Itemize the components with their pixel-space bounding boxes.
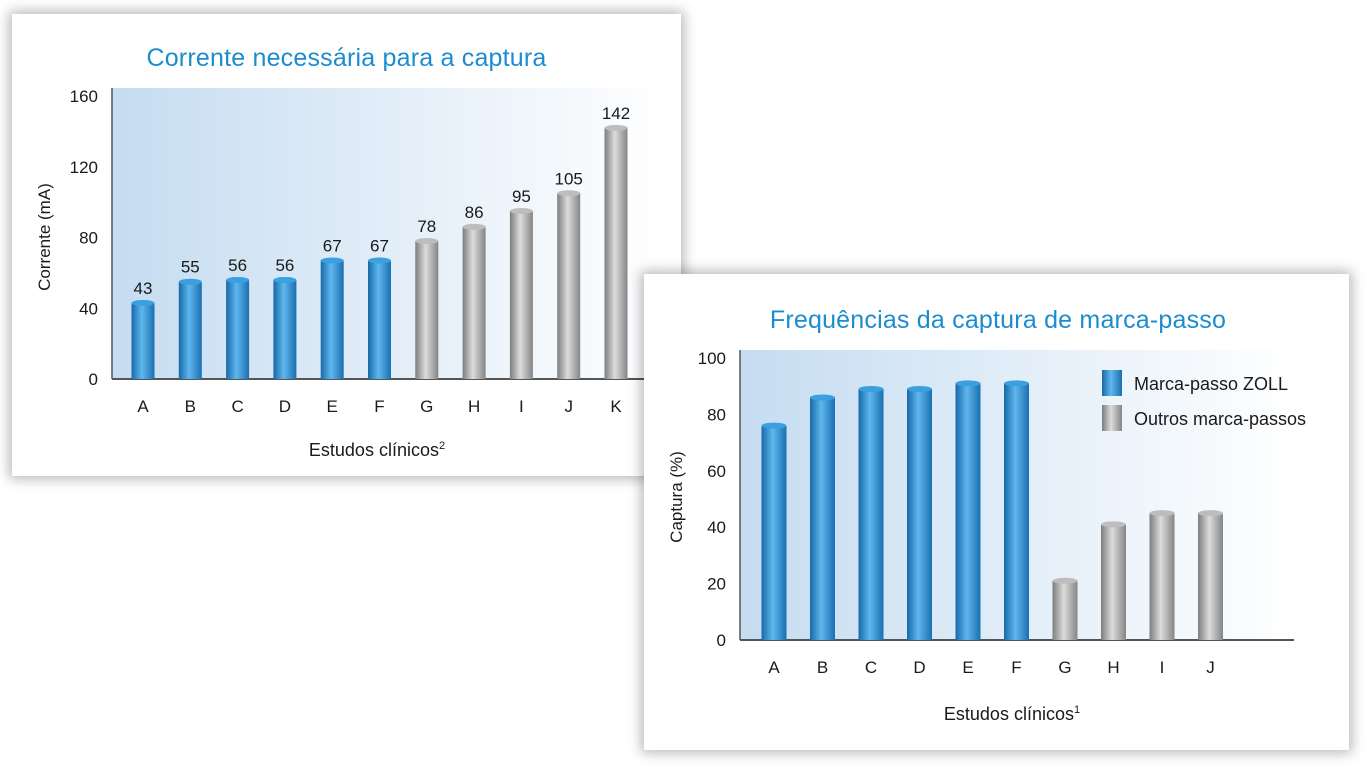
y-tick-label: 100 — [698, 349, 726, 368]
x-tick-label: C — [231, 397, 243, 416]
x-tick-label: D — [913, 658, 925, 677]
y-tick-label: 40 — [707, 518, 726, 537]
capture-rate-chart-card: Frequências da captura de marca-passo 0 2… — [644, 274, 1349, 750]
data-label: 142 — [602, 104, 630, 123]
legend-item-zoll: Marca-passo ZOLL — [1102, 370, 1288, 396]
y-tick-label: 80 — [79, 229, 98, 248]
x-tick-label: F — [1011, 658, 1021, 677]
chart-title: Corrente necessária para a captura — [146, 44, 547, 72]
x-tick-label: H — [1107, 658, 1119, 677]
x-tick-label: C — [865, 658, 877, 677]
bar-E — [320, 257, 344, 379]
bar-K — [604, 124, 628, 380]
current-chart-card: Corrente necessária para a captura 0 40 80… — [12, 14, 681, 476]
bar-C — [226, 276, 250, 379]
bar-I — [509, 207, 533, 379]
x-axis-label: Estudos clínicos2 — [309, 440, 445, 460]
x-tick-label: B — [185, 397, 196, 416]
bar-F — [1004, 380, 1029, 640]
bar-H — [462, 223, 486, 379]
legend-swatch — [1102, 370, 1122, 396]
x-tick-label: I — [519, 397, 524, 416]
bar-J — [557, 190, 581, 379]
capture-rate-chart: 0 20 40 60 80 100 A B C D E F G H I J Estudos clínicos1 C… — [667, 349, 1306, 724]
x-tick-label: A — [768, 658, 780, 677]
data-label: 43 — [134, 279, 153, 298]
data-label: 78 — [417, 217, 436, 236]
x-tick-label: H — [468, 397, 480, 416]
x-tick-label: E — [327, 397, 338, 416]
bar-H — [1101, 521, 1126, 640]
bar-F — [368, 257, 391, 379]
data-label: 95 — [512, 187, 531, 206]
x-tick-label: D — [279, 397, 291, 416]
bar-J — [1198, 510, 1223, 640]
x-axis-label: Estudos clínicos1 — [944, 704, 1080, 724]
bar-G — [1052, 577, 1078, 640]
y-tick-label: 0 — [89, 370, 98, 389]
chart-title: Frequências da captura de marca-passo — [769, 306, 1227, 334]
data-label: 86 — [465, 203, 484, 222]
data-label: 67 — [323, 236, 342, 255]
x-tick-label: F — [374, 397, 384, 416]
x-tick-label: A — [137, 397, 149, 416]
bar-B — [810, 394, 835, 640]
y-axis-label: Captura (%) — [667, 451, 686, 543]
x-tick-label: J — [1206, 658, 1215, 677]
x-tick-label: E — [962, 658, 973, 677]
legend-swatch — [1102, 405, 1122, 431]
y-tick-label: 20 — [707, 575, 726, 594]
legend-label: Outros marca-passos — [1134, 409, 1306, 429]
y-tick-label: 40 — [79, 299, 98, 318]
bar-E — [955, 380, 981, 640]
legend-item-other: Outros marca-passos — [1102, 405, 1306, 431]
bar-A — [131, 299, 155, 379]
bar-A — [761, 422, 787, 640]
x-tick-label: G — [1058, 658, 1071, 677]
y-tick-label: 0 — [717, 631, 726, 650]
x-tick-label: K — [610, 397, 622, 416]
y-tick-label: 80 — [707, 405, 726, 424]
x-tick-label: G — [420, 397, 433, 416]
bar-D — [273, 276, 297, 379]
y-tick-label: 120 — [70, 158, 98, 177]
bar-C — [858, 386, 884, 640]
bar-I — [1149, 510, 1175, 640]
data-label: 56 — [275, 256, 294, 275]
legend-label: Marca-passo ZOLL — [1134, 374, 1288, 394]
data-label: 55 — [181, 258, 200, 277]
bar-B — [178, 278, 202, 379]
y-axis-label: Corrente (mA) — [35, 183, 54, 291]
bar-G — [415, 238, 439, 379]
y-tick-label: 60 — [707, 462, 726, 481]
data-label: 105 — [555, 169, 583, 188]
x-tick-label: I — [1160, 658, 1165, 677]
bar-D — [907, 386, 932, 640]
x-tick-label: J — [564, 397, 573, 416]
data-label: 67 — [370, 236, 389, 255]
y-tick-label: 160 — [70, 87, 98, 106]
x-tick-label: B — [817, 658, 828, 677]
data-label: 56 — [228, 256, 247, 275]
current-chart: 0 40 80 120 160 43 A 55 B 56 C 56 D 67 E 67 F 78 G 86 H 95 I 10… — [35, 87, 668, 460]
